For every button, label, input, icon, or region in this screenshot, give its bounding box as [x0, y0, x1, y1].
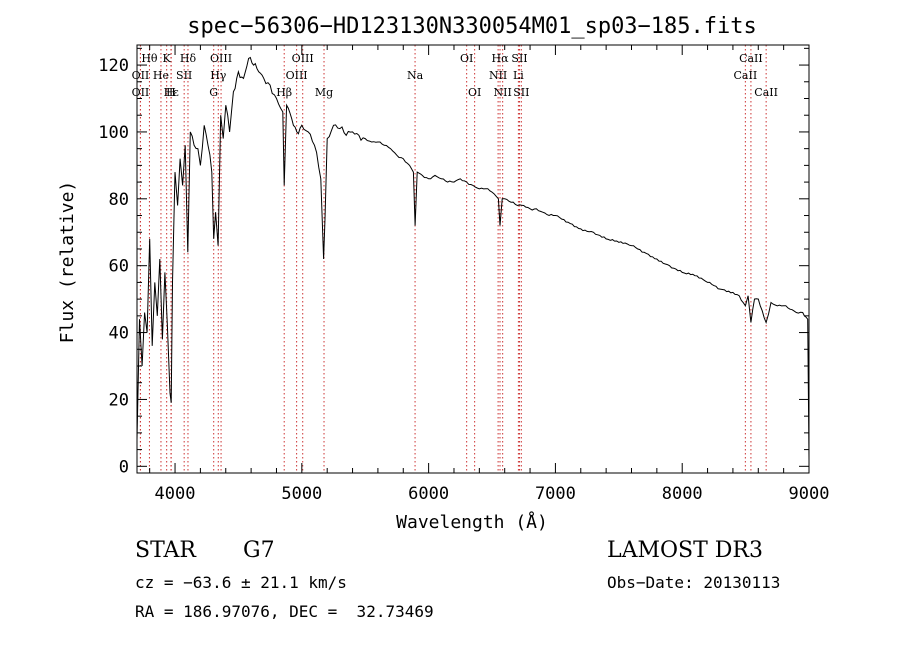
line-label-14: OIII — [286, 69, 308, 82]
line-label-8: H — [166, 86, 176, 99]
line-label-10: Hγ — [210, 69, 227, 82]
plot-frame — [136, 44, 810, 474]
y-tick-label-4: 80 — [109, 190, 129, 210]
line-label-22: SII — [511, 52, 527, 65]
y-tick-label-0: 0 — [119, 457, 129, 477]
y-tick-label-3: 60 — [109, 257, 129, 277]
line-label-12: Hβ — [276, 86, 292, 99]
observation-date: Obs−Date: 20130113 — [607, 573, 781, 592]
chart-title: spec−56306−HD123130N330054M01_sp03−185.f… — [187, 14, 757, 39]
x-tick-label-0: 4000 — [155, 484, 196, 504]
line-label-0: Hθ — [141, 52, 158, 65]
x-tick-label-1: 5000 — [281, 484, 322, 504]
spectral-line-markers — [139, 45, 767, 473]
x-tick-label-3: 7000 — [535, 484, 576, 504]
line-label-20: NII — [489, 69, 507, 82]
line-label-6: SII — [176, 69, 192, 82]
line-label-7: Hδ — [180, 52, 197, 65]
line-label-27: CaII — [754, 86, 778, 99]
line-label-5: Hε — [164, 86, 180, 99]
line-label-21: NII — [494, 86, 512, 99]
y-tick-label-6: 120 — [98, 56, 129, 76]
line-label-13: OIII — [292, 52, 314, 65]
y-tick-label-5: 100 — [98, 123, 129, 143]
x-tick-label-2: 6000 — [408, 484, 449, 504]
y-axis-label: Flux (relative) — [57, 181, 78, 344]
spectrum-series-line — [136, 56, 810, 460]
line-label-23: Li — [513, 69, 524, 82]
y-tick-label-2: 40 — [109, 324, 129, 344]
line-label-18: OI — [468, 86, 481, 99]
line-label-2: OII — [132, 86, 150, 99]
line-label-9: OIII — [210, 52, 232, 65]
line-label-26: CaII — [734, 69, 758, 82]
line-label-17: OI — [460, 52, 473, 65]
line-label-25: CaII — [739, 52, 763, 65]
line-label-1: OII — [132, 69, 150, 82]
line-label-11: G — [209, 86, 218, 99]
line-label-3: He — [153, 69, 169, 82]
spectral-class: G7 — [243, 538, 275, 563]
object-type: STAR — [135, 538, 196, 563]
x-axis: 4000 5000 6000 7000 8000 9000 — [149, 45, 830, 504]
line-label-4: K — [163, 52, 172, 65]
redshift-cz: cz = −63.6 ± 21.1 km/s — [135, 573, 347, 592]
x-tick-label-5: 9000 — [789, 484, 830, 504]
y-axis: 0 20 40 60 80 100 120 — [98, 47, 809, 477]
line-label-24: SII — [513, 86, 529, 99]
line-label-16: Na — [407, 69, 424, 82]
line-label-15: Mg — [315, 86, 333, 99]
x-tick-label-4: 8000 — [662, 484, 703, 504]
y-tick-label-1: 20 — [109, 390, 129, 410]
ra-dec-coordinates: RA = 186.97076, DEC = 32.73469 — [135, 602, 434, 621]
x-axis-label: Wavelength (Å) — [396, 511, 548, 533]
survey-name: LAMOST DR3 — [607, 538, 763, 563]
line-label-19: Hα — [491, 52, 509, 65]
